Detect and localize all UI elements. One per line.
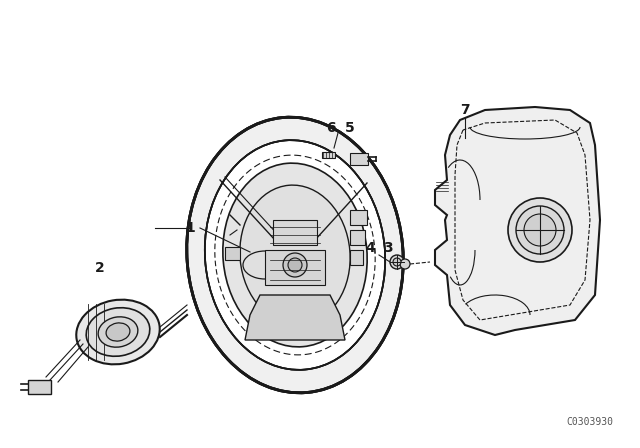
Text: 1: 1 <box>185 221 195 235</box>
Ellipse shape <box>390 255 404 269</box>
Text: 2: 2 <box>95 261 105 275</box>
Text: 6: 6 <box>326 121 336 135</box>
Ellipse shape <box>283 253 307 277</box>
Polygon shape <box>245 295 345 340</box>
Ellipse shape <box>106 323 130 341</box>
Ellipse shape <box>508 198 572 262</box>
Ellipse shape <box>288 258 302 272</box>
Ellipse shape <box>516 206 564 254</box>
Polygon shape <box>28 380 51 394</box>
Polygon shape <box>350 210 367 225</box>
Polygon shape <box>350 230 365 245</box>
Polygon shape <box>435 107 600 335</box>
Ellipse shape <box>223 163 367 347</box>
Ellipse shape <box>400 259 410 269</box>
Text: 4: 4 <box>365 241 375 255</box>
Ellipse shape <box>86 308 150 356</box>
Text: 7: 7 <box>460 103 470 117</box>
Polygon shape <box>273 220 317 245</box>
Ellipse shape <box>240 185 350 325</box>
Polygon shape <box>225 247 240 260</box>
Ellipse shape <box>524 214 556 246</box>
Polygon shape <box>322 152 335 158</box>
Text: C0303930: C0303930 <box>566 417 614 427</box>
Ellipse shape <box>205 140 385 370</box>
Polygon shape <box>265 250 325 285</box>
Text: 5: 5 <box>345 121 355 135</box>
Polygon shape <box>350 250 363 265</box>
Ellipse shape <box>393 258 401 266</box>
Text: 3: 3 <box>383 241 393 255</box>
Ellipse shape <box>76 300 160 364</box>
Polygon shape <box>350 153 368 165</box>
Ellipse shape <box>98 317 138 347</box>
Ellipse shape <box>187 117 403 393</box>
